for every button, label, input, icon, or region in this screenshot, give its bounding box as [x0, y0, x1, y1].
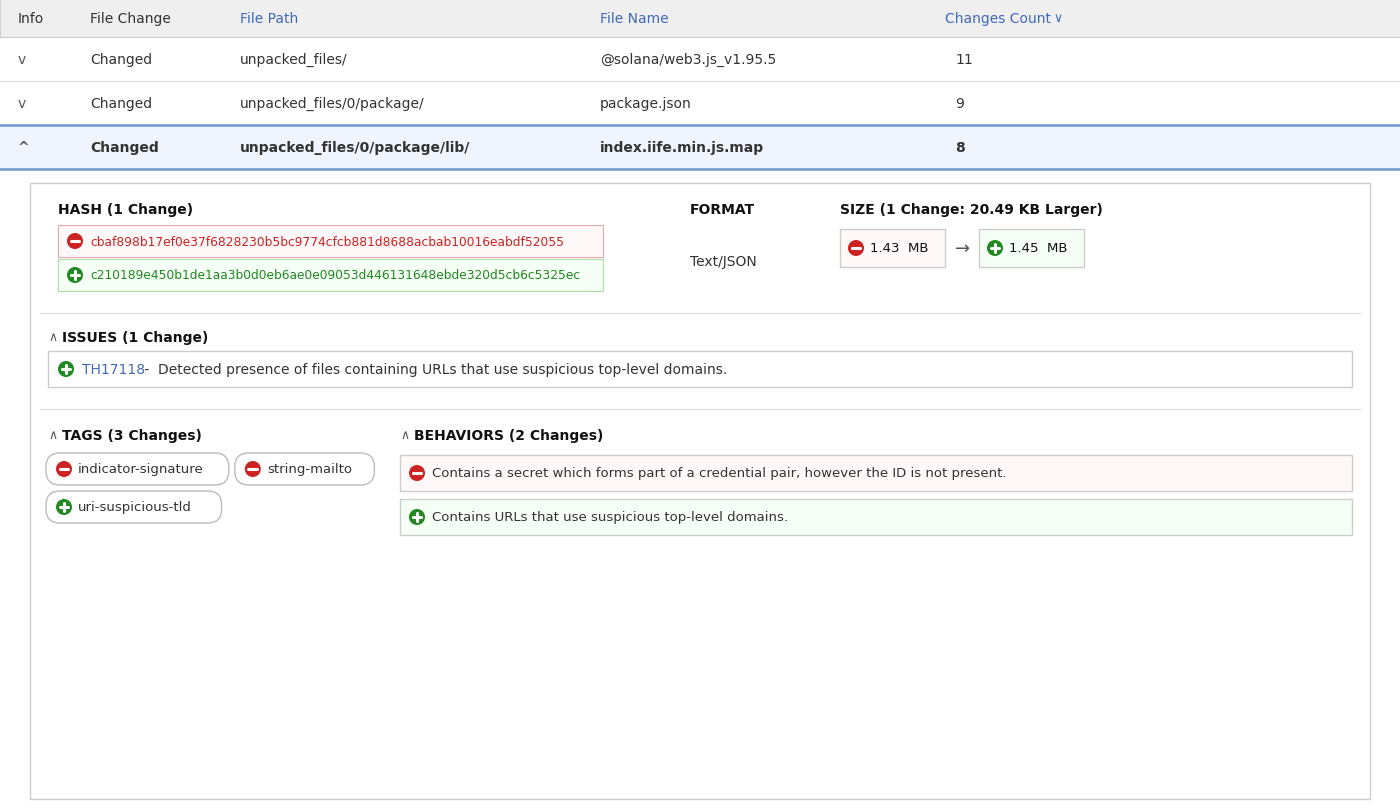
Text: string-mailto: string-mailto	[267, 463, 351, 476]
Text: File Change: File Change	[90, 12, 171, 26]
Text: 11: 11	[955, 53, 973, 67]
Circle shape	[848, 241, 864, 257]
Bar	[48, 351, 1352, 388]
Text: indicator-signature: indicator-signature	[78, 463, 204, 476]
Text: unpacked_files/0/package/lib/: unpacked_files/0/package/lib/	[239, 141, 470, 155]
Bar	[0, 126, 1400, 169]
Text: TH17118: TH17118	[83, 363, 146, 376]
Circle shape	[409, 509, 426, 526]
Circle shape	[987, 241, 1002, 257]
Text: unpacked_files/0/package/: unpacked_files/0/package/	[239, 97, 424, 111]
Text: ISSUES (1 Change): ISSUES (1 Change)	[62, 331, 209, 345]
Text: 1.45  MB: 1.45 MB	[1009, 242, 1067, 255]
Text: File Name: File Name	[601, 12, 669, 26]
FancyBboxPatch shape	[46, 491, 221, 523]
Text: Contains a secret which forms part of a credential pair, however the ID is not p: Contains a secret which forms part of a …	[433, 467, 1007, 480]
Text: uri-suspicious-tld: uri-suspicious-tld	[78, 501, 192, 514]
Bar	[840, 230, 945, 268]
Text: TAGS (3 Changes): TAGS (3 Changes)	[62, 428, 202, 443]
Text: 1.43  MB: 1.43 MB	[869, 242, 928, 255]
Text: File Path: File Path	[239, 12, 298, 26]
Bar	[29, 184, 1371, 799]
Text: v: v	[18, 53, 27, 67]
Text: package.json: package.json	[601, 97, 692, 111]
Text: Contains URLs that use suspicious top-level domains.: Contains URLs that use suspicious top-le…	[433, 511, 788, 524]
FancyBboxPatch shape	[235, 453, 374, 486]
Circle shape	[56, 500, 71, 515]
Circle shape	[67, 234, 83, 250]
Text: c210189e450b1de1aa3b0d0eb6ae0e09053d446131648ebde320d5cb6c5325ec: c210189e450b1de1aa3b0d0eb6ae0e09053d4461…	[90, 269, 580, 282]
Text: unpacked_files/: unpacked_files/	[239, 53, 347, 67]
Text: Changed: Changed	[90, 141, 158, 155]
Text: 9: 9	[955, 97, 963, 111]
Bar	[57, 260, 603, 292]
Text: ∧: ∧	[48, 429, 57, 442]
Bar	[400, 456, 1352, 491]
Text: SIZE (1 Change: 20.49 KB Larger): SIZE (1 Change: 20.49 KB Larger)	[840, 203, 1103, 217]
Circle shape	[56, 461, 71, 478]
Text: BEHAVIORS (2 Changes): BEHAVIORS (2 Changes)	[414, 428, 603, 443]
Bar	[400, 500, 1352, 535]
Text: ^: ^	[18, 141, 29, 155]
Text: FORMAT: FORMAT	[690, 203, 755, 217]
Circle shape	[57, 362, 74, 378]
Text: cbaf898b17ef0e37f6828230b5bc9774cfcb881d8688acbab10016eabdf52055: cbaf898b17ef0e37f6828230b5bc9774cfcb881d…	[90, 235, 564, 248]
Text: ∨: ∨	[1053, 12, 1063, 25]
Text: Changed: Changed	[90, 97, 153, 111]
Text: 8: 8	[955, 141, 965, 155]
Circle shape	[409, 466, 426, 482]
Bar	[0, 38, 1400, 82]
Circle shape	[245, 461, 260, 478]
Bar	[0, 82, 1400, 126]
Text: ∧: ∧	[400, 429, 409, 442]
Text: -  Detected presence of files containing URLs that use suspicious top-level doma: - Detected presence of files containing …	[140, 363, 727, 376]
Text: Changes Count: Changes Count	[945, 12, 1051, 26]
Text: @solana/web3.js_v1.95.5: @solana/web3.js_v1.95.5	[601, 53, 776, 67]
Text: HASH (1 Change): HASH (1 Change)	[57, 203, 193, 217]
Bar	[979, 230, 1084, 268]
Text: Changed: Changed	[90, 53, 153, 67]
Bar	[57, 225, 603, 258]
Circle shape	[67, 268, 83, 284]
Text: →: →	[955, 240, 970, 258]
Text: v: v	[18, 97, 27, 111]
Bar	[0, 0, 1400, 38]
Text: ∧: ∧	[48, 331, 57, 344]
Text: index.iife.min.js.map: index.iife.min.js.map	[601, 141, 764, 155]
Text: Info: Info	[18, 12, 45, 26]
Text: Text/JSON: Text/JSON	[690, 255, 757, 268]
FancyBboxPatch shape	[46, 453, 228, 486]
